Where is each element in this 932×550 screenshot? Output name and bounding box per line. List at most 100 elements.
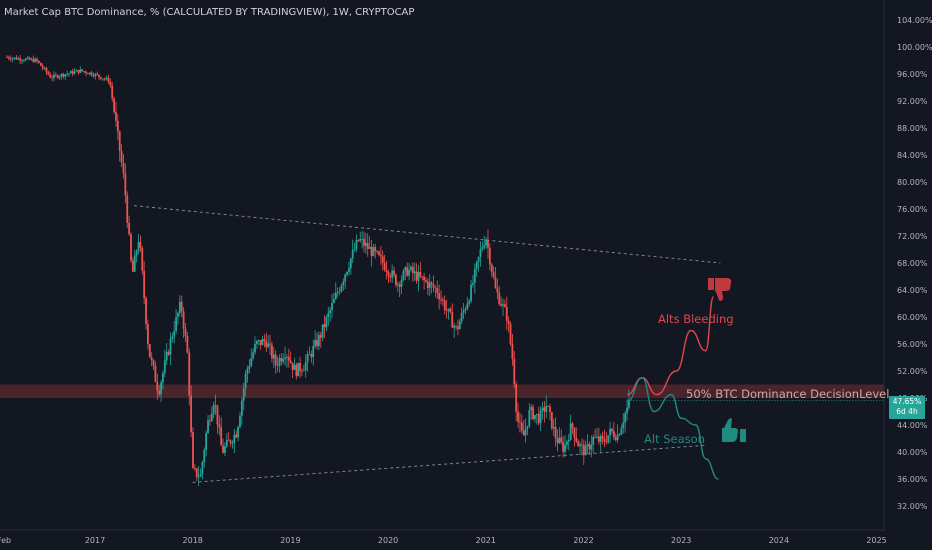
candle-body (443, 300, 446, 311)
candle-body (68, 73, 70, 75)
candle-body (111, 85, 114, 99)
candle-body (261, 339, 264, 346)
candle-body (124, 173, 127, 196)
candle-body (314, 340, 317, 347)
x-tick-label: 2019 (280, 536, 300, 545)
candle-body (240, 400, 243, 416)
candle-body (278, 358, 281, 366)
candle-body (64, 74, 67, 77)
candle-body (618, 434, 621, 436)
candle-body (165, 351, 168, 361)
y-tick-label: 84.00% (897, 151, 928, 160)
candle-body (622, 422, 625, 428)
candle-body (291, 362, 294, 370)
candle-body (49, 74, 52, 78)
candle-body (387, 272, 390, 277)
candle-body (385, 269, 388, 273)
y-tick-label: 104.00% (897, 16, 932, 25)
candle-body (193, 467, 196, 469)
candle-body (573, 427, 576, 438)
candle-body (333, 298, 335, 303)
candle-body (173, 331, 176, 337)
candle-body (6, 57, 8, 58)
candle-body (274, 354, 277, 366)
candle-body (415, 271, 418, 281)
candle-body (434, 287, 437, 289)
candle-body (530, 406, 533, 410)
candle-body (233, 434, 236, 443)
thumbs-down-icon (708, 278, 732, 301)
candle-body (562, 442, 565, 452)
candle-body (393, 270, 395, 275)
candle-body (391, 270, 394, 278)
candle-body (368, 246, 371, 249)
candle-body (596, 436, 598, 438)
candle-body (88, 72, 91, 75)
decision-level-label: 50% BTC Dominance DecisionLevel (686, 387, 889, 401)
candle-body (543, 407, 546, 412)
candle-body (519, 421, 521, 423)
candle-body (180, 301, 183, 312)
candle-body (135, 251, 138, 256)
candle-body (348, 268, 350, 272)
candle-body (252, 352, 255, 359)
candle-body (579, 444, 581, 447)
candle-body (242, 388, 245, 401)
candle-body (457, 326, 459, 330)
candle-body (428, 282, 431, 289)
candle-body (152, 359, 155, 366)
candle-body (396, 284, 399, 286)
candle-body (376, 251, 379, 253)
candle-body (515, 384, 518, 412)
candle-body (43, 68, 46, 69)
candle-body (51, 77, 53, 79)
candle-body (205, 433, 208, 451)
candle-body (162, 372, 164, 383)
candle-body (109, 81, 112, 86)
candle-body (441, 299, 444, 301)
x-tick-label: Feb (0, 536, 11, 545)
candle-body (359, 239, 362, 241)
candle-body (282, 358, 285, 362)
candle-body (293, 364, 296, 370)
candle-body (505, 306, 508, 321)
candle-body (549, 406, 551, 412)
candle-body (571, 423, 574, 428)
candle-body (45, 68, 48, 73)
candle-body (389, 276, 392, 278)
candle-body (96, 73, 99, 75)
candle-body (584, 445, 587, 456)
candle-body (120, 151, 123, 163)
candle-body (169, 338, 172, 355)
candle-body (366, 242, 369, 249)
candle-body (603, 438, 606, 442)
candle-body (351, 249, 354, 259)
x-tick-label: 2024 (769, 536, 789, 545)
candle-body (449, 308, 452, 313)
candle-body (207, 420, 209, 434)
candle-body (38, 60, 40, 63)
candle-body (453, 326, 456, 328)
candle-body (599, 436, 602, 442)
y-tick-label: 100.00% (897, 43, 932, 52)
candle-body (582, 444, 585, 456)
candle-body (507, 320, 510, 324)
candle-body (188, 352, 191, 396)
candle-body (235, 434, 238, 438)
candle-body (156, 381, 159, 391)
candle-body (462, 310, 465, 313)
candle-body (9, 58, 12, 60)
candle-body (520, 422, 523, 431)
candle-body (411, 266, 414, 274)
x-tick-label: 2022 (573, 536, 593, 545)
y-tick-label: 68.00% (897, 259, 928, 268)
candle-body (105, 77, 108, 79)
candle-body (299, 362, 301, 371)
candle-body (419, 271, 422, 277)
candle-body (464, 309, 467, 311)
y-tick-label: 92.00% (897, 97, 928, 106)
candle-body (483, 245, 486, 248)
candle-body (321, 324, 324, 338)
projection-alt-season (627, 377, 719, 480)
